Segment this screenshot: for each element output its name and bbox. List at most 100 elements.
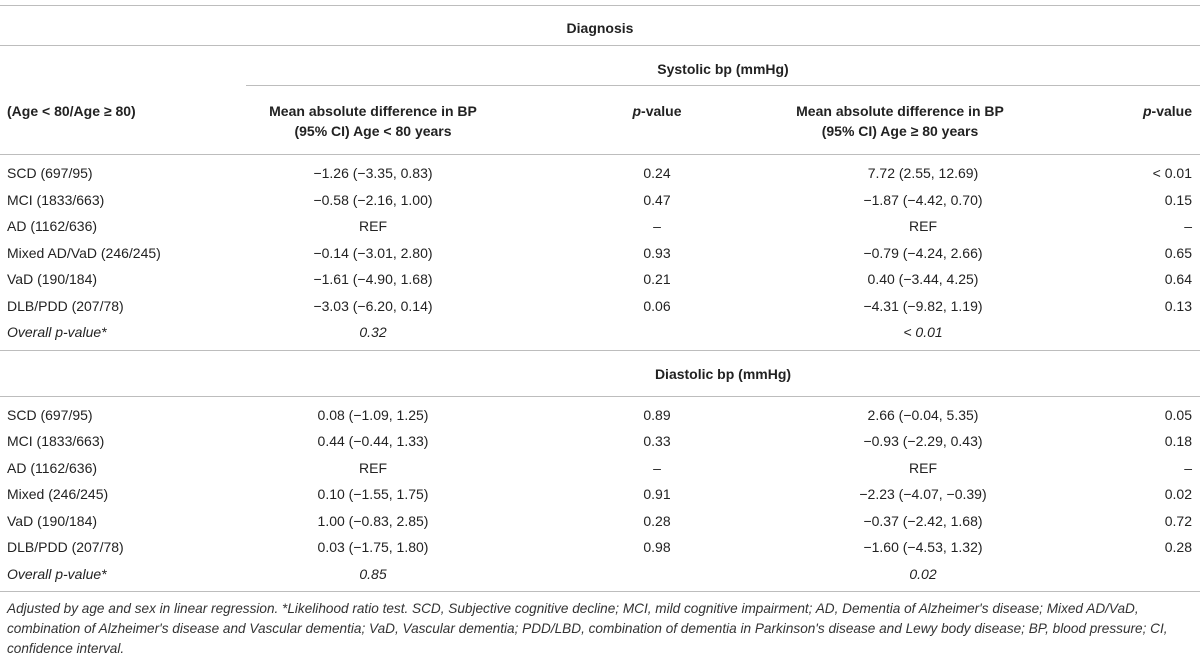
bottom-rule	[0, 591, 1200, 592]
cell-p-young: 0.47	[643, 192, 671, 208]
cell-young: 0.32	[359, 324, 387, 340]
cell-old: 2.66 (−0.04, 5.35)	[867, 407, 979, 423]
table-row: SCD (697/95) 0.08 (−1.09, 1.25) 0.89 2.6…	[0, 402, 1200, 429]
col-p-old-header: p-value	[1143, 103, 1192, 120]
col-young-header-line2: (95% CI) Age < 80 years	[294, 123, 452, 139]
cell-p-old: 0.72	[1164, 513, 1192, 529]
p-suffix: -value	[1151, 103, 1192, 119]
cell-old: REF	[909, 460, 937, 476]
cell-young: −1.61 (−4.90, 1.68)	[313, 271, 433, 287]
p-italic: p	[1142, 103, 1152, 119]
cell-young: REF	[359, 218, 387, 234]
row-label: Mixed (246/245)	[7, 486, 109, 502]
col-old-header-line2: (95% CI) Age ≥ 80 years	[821, 123, 979, 139]
cell-p-old: –	[1184, 460, 1192, 476]
row-label: SCD (697/95)	[7, 407, 93, 423]
cell-p-young: 0.06	[643, 298, 671, 314]
row-label: Overall p-value*	[7, 566, 107, 582]
cell-old: 7.72 (2.55, 12.69)	[867, 165, 979, 181]
cell-young: 0.08 (−1.09, 1.25)	[317, 407, 429, 423]
overall-row: Overall p-value* 0.32 < 0.01	[0, 319, 1200, 346]
table-row: VaD (190/184) 1.00 (−0.83, 2.85) 0.28 −0…	[0, 508, 1200, 535]
row-label: VaD (190/184)	[7, 271, 98, 287]
cell-old: < 0.01	[903, 324, 943, 340]
col-young-header: Mean absolute difference in BP (95% CI) …	[269, 101, 477, 141]
table-row: MCI (1833/663) −0.58 (−2.16, 1.00) 0.47 …	[0, 187, 1200, 214]
table-row: SCD (697/95) −1.26 (−3.35, 0.83) 0.24 7.…	[0, 160, 1200, 187]
cell-young: −1.26 (−3.35, 0.83)	[313, 165, 433, 181]
cell-young: 0.03 (−1.75, 1.80)	[317, 539, 429, 555]
cell-old: −1.60 (−4.53, 1.32)	[863, 539, 983, 555]
table-row: AD (1162/636) REF – REF –	[0, 213, 1200, 240]
cell-young: −3.03 (−6.20, 0.14)	[313, 298, 433, 314]
row-label: MCI (1833/663)	[7, 433, 105, 449]
top-rule	[0, 5, 1200, 6]
cell-p-old: 0.28	[1164, 539, 1192, 555]
cell-p-old: 0.05	[1164, 407, 1192, 423]
row-label-header: (Age < 80/Age ≥ 80)	[7, 103, 136, 119]
cell-old: −0.93 (−2.29, 0.43)	[863, 433, 983, 449]
cell-p-young: 0.24	[643, 165, 671, 181]
cell-young: 0.44 (−0.44, 1.33)	[317, 433, 429, 449]
cell-young: 0.10 (−1.55, 1.75)	[317, 486, 429, 502]
cell-p-old: 0.64	[1164, 271, 1192, 287]
cell-old: −0.79 (−4.24, 2.66)	[863, 245, 983, 261]
row-label: Mixed AD/VaD (246/245)	[7, 245, 161, 261]
cell-p-old: 0.15	[1164, 192, 1192, 208]
row-label: AD (1162/636)	[7, 218, 98, 234]
cell-p-young: –	[653, 460, 661, 476]
cell-young: 1.00 (−0.83, 2.85)	[317, 513, 429, 529]
p-italic: p	[632, 103, 642, 119]
diagnosis-rule	[0, 45, 1200, 46]
cell-young: −0.14 (−3.01, 2.80)	[313, 245, 433, 261]
section-rule	[0, 350, 1200, 351]
row-label: MCI (1833/663)	[7, 192, 105, 208]
cell-p-young: 0.98	[643, 539, 671, 555]
cell-old: −4.31 (−9.82, 1.19)	[863, 298, 983, 314]
col-old-header: Mean absolute difference in BP (95% CI) …	[796, 101, 1004, 141]
cell-p-old: –	[1184, 218, 1192, 234]
cell-p-young: 0.28	[643, 513, 671, 529]
table-row: Mixed AD/VaD (246/245) −0.14 (−3.01, 2.8…	[0, 240, 1200, 267]
systolic-rule	[246, 85, 1200, 86]
cell-old: −0.37 (−2.42, 1.68)	[863, 513, 983, 529]
col-p-young-header: p-value	[632, 103, 681, 120]
row-label: DLB/PDD (207/78)	[7, 539, 124, 555]
row-label: SCD (697/95)	[7, 165, 93, 181]
cell-p-young: 0.89	[643, 407, 671, 423]
cell-p-young: 0.33	[643, 433, 671, 449]
table-row: Mixed (246/245) 0.10 (−1.55, 1.75) 0.91 …	[0, 481, 1200, 508]
table-footnote: Adjusted by age and sex in linear regres…	[7, 601, 1168, 656]
cell-p-old: 0.13	[1164, 298, 1192, 314]
cell-old: −2.23 (−4.07, −0.39)	[859, 486, 987, 502]
p-suffix: -value	[641, 103, 682, 119]
table-row: VaD (190/184) −1.61 (−4.90, 1.68) 0.21 0…	[0, 266, 1200, 293]
cell-old: 0.40 (−3.44, 4.25)	[867, 271, 979, 287]
cell-old: REF	[909, 218, 937, 234]
diastolic-rule	[0, 396, 1200, 397]
cell-p-old: < 0.01	[1152, 165, 1192, 181]
cell-p-old: 0.18	[1164, 433, 1192, 449]
table-row: MCI (1833/663) 0.44 (−0.44, 1.33) 0.33 −…	[0, 428, 1200, 455]
row-label: DLB/PDD (207/78)	[7, 298, 124, 314]
diagnosis-heading: Diagnosis	[566, 20, 634, 36]
table-row: DLB/PDD (207/78) 0.03 (−1.75, 1.80) 0.98…	[0, 534, 1200, 561]
cell-p-young: 0.93	[643, 245, 671, 261]
cell-p-old: 0.65	[1164, 245, 1192, 261]
row-label: VaD (190/184)	[7, 513, 98, 529]
row-label: Overall p-value*	[7, 324, 107, 340]
cell-old: 0.02	[909, 566, 937, 582]
cell-p-young: 0.91	[643, 486, 671, 502]
systolic-heading: Systolic bp (mmHg)	[657, 61, 789, 77]
cell-p-young: 0.21	[643, 271, 671, 287]
table-row: AD (1162/636) REF – REF –	[0, 455, 1200, 482]
cell-old: −1.87 (−4.42, 0.70)	[863, 192, 983, 208]
header-rule	[0, 154, 1200, 155]
cell-young: REF	[359, 460, 387, 476]
overall-row: Overall p-value* 0.85 0.02	[0, 561, 1200, 588]
table-row: DLB/PDD (207/78) −3.03 (−6.20, 0.14) 0.0…	[0, 293, 1200, 320]
diastolic-heading: Diastolic bp (mmHg)	[654, 366, 792, 382]
col-old-header-line1: Mean absolute difference in BP	[796, 103, 1004, 119]
cell-p-young: –	[653, 218, 661, 234]
